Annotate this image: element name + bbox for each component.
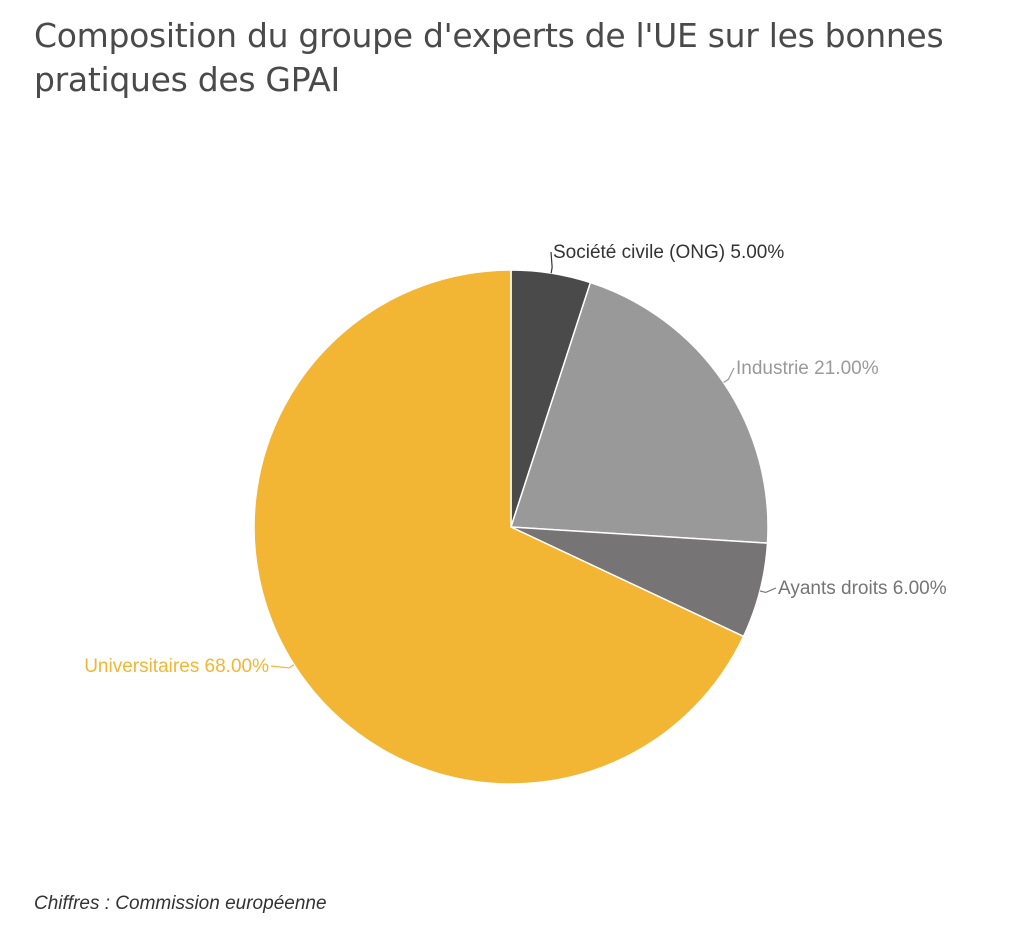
leader-line <box>759 587 777 594</box>
leader-line <box>270 664 295 669</box>
slice-label: Ayants droits 6.00% <box>778 578 947 599</box>
chart-title: Composition du groupe d'experts de l'UE … <box>34 16 944 99</box>
slice-label: Société civile (ONG) 5.00% <box>553 242 784 263</box>
pie-slice-universitaires <box>253 269 745 785</box>
leader-line <box>550 251 553 274</box>
slice-label: Universitaires 68.00% <box>84 656 269 677</box>
leader-line <box>723 367 735 384</box>
source-note: Chiffres : Commission européenne <box>34 893 327 914</box>
slice-label: Industrie 21.00% <box>736 358 879 379</box>
